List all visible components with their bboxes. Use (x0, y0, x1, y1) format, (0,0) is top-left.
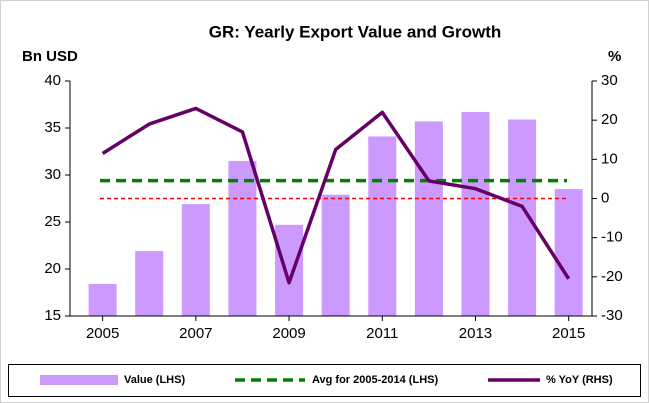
x-tick-label: 2015 (552, 325, 585, 342)
legend-label: Avg for 2005-2014 (LHS) (312, 374, 438, 386)
y-tick-label: 25 (44, 213, 61, 230)
x-tick-label: 2013 (459, 325, 492, 342)
legend-box (8, 364, 641, 397)
y-axis-label: Bn USD (22, 48, 78, 65)
legend-swatch (40, 375, 118, 385)
y2-tick-label: -30 (601, 307, 623, 324)
x-tick-label: 2011 (366, 325, 398, 342)
legend-label: Value (LHS) (124, 374, 185, 386)
bar (414, 121, 443, 316)
x-tick-label: 2009 (272, 325, 305, 342)
bar (135, 251, 164, 316)
y-tick-label: 15 (44, 307, 61, 324)
bar (508, 119, 537, 316)
y-tick-label: 30 (44, 166, 61, 183)
y-tick-label: 20 (44, 260, 61, 277)
bar (228, 160, 257, 316)
bar (368, 136, 397, 316)
y2-axis-label: % (608, 48, 621, 65)
bar (275, 224, 304, 316)
y-tick-label: 35 (44, 119, 61, 136)
y2-tick-label: -10 (601, 229, 623, 246)
bar (554, 189, 583, 316)
y-tick-label: 40 (44, 72, 61, 89)
x-tick-label: 2007 (179, 325, 212, 342)
y2-tick-label: -20 (601, 268, 623, 285)
bar (88, 284, 117, 316)
x-tick-label: 2005 (86, 325, 119, 342)
bar (181, 204, 210, 316)
y2-tick-label: 20 (601, 111, 618, 128)
bar (461, 112, 490, 317)
y2-tick-label: 10 (601, 150, 618, 167)
y2-tick-label: 30 (601, 72, 618, 89)
legend-label: % YoY (RHS) (546, 374, 613, 386)
y2-tick-label: 0 (601, 189, 609, 206)
chart-title: GR: Yearly Export Value and Growth (209, 22, 502, 41)
bar (321, 194, 350, 316)
yoy-line (101, 106, 571, 285)
